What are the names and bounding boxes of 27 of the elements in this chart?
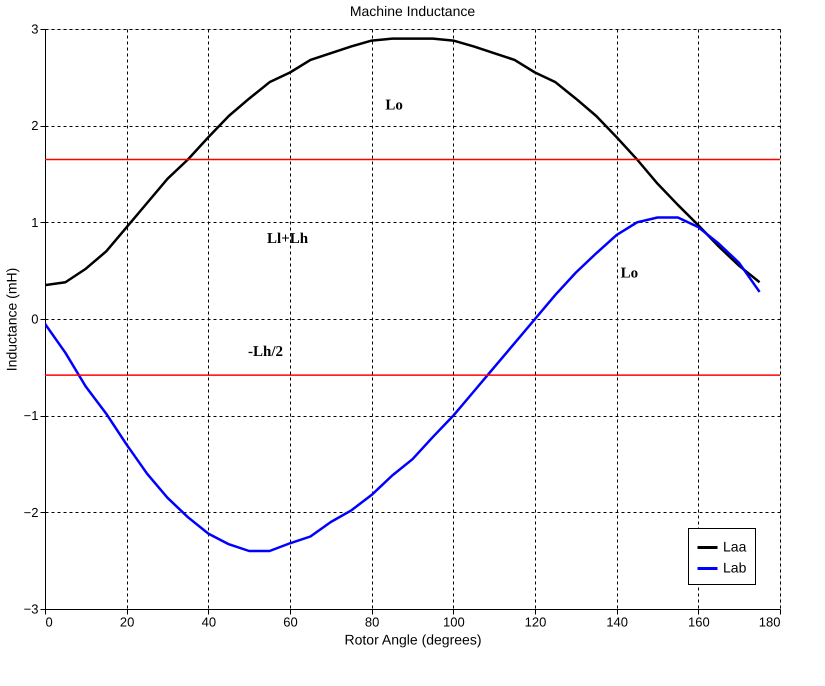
x-tick-label: 0 <box>46 614 53 630</box>
x-tick-label: 160 <box>688 614 710 630</box>
x-axis-title: Rotor Angle (degrees) <box>344 632 482 648</box>
y-tick-label: −3 <box>24 602 38 616</box>
line-series <box>45 216 761 552</box>
y-tick-label: −2 <box>24 504 38 520</box>
x-tick-label: 140 <box>606 614 628 630</box>
x-tick-label: 180 <box>758 614 780 630</box>
annotation: Lo <box>620 266 638 282</box>
y-tick-label: −1 <box>24 408 38 424</box>
annotation: -Lh/2 <box>248 344 284 360</box>
y-tick-label: 0 <box>31 312 38 326</box>
chart-title: Machine Inductance <box>350 3 476 19</box>
x-tick-label: 60 <box>283 614 298 630</box>
y-axis-title: Inductance (mH) <box>4 268 20 372</box>
annotation: Ll+Lh <box>267 230 309 247</box>
x-tick-label: 80 <box>364 614 380 630</box>
legend-label: Laa <box>723 538 747 554</box>
y-tick-label: 2 <box>31 118 38 134</box>
x-tick-label: 100 <box>442 614 465 630</box>
x-tick-label: 120 <box>524 614 546 630</box>
y-tick-label: 3 <box>31 22 38 36</box>
x-tick-label: 20 <box>120 614 134 630</box>
y-tick-label: 1 <box>31 214 38 230</box>
annotation: Lo <box>385 97 403 114</box>
legend-label: Lab <box>723 560 747 576</box>
x-tick-label: 40 <box>202 614 216 630</box>
